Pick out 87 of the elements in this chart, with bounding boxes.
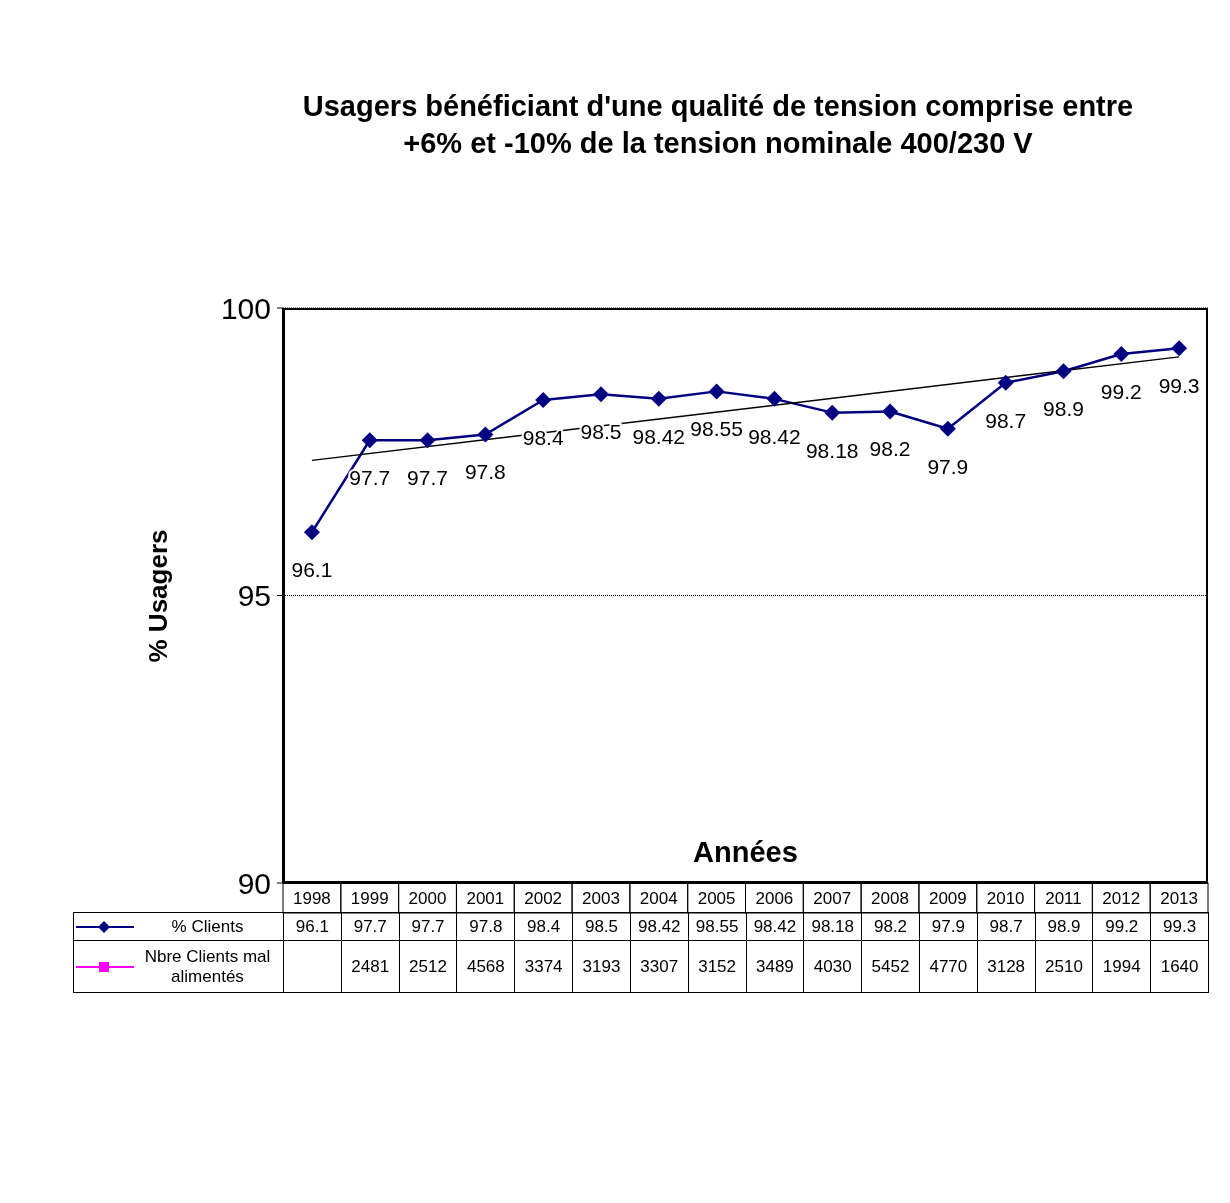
text: 99.2 <box>1100 379 1142 403</box>
text: 4568 <box>466 956 505 976</box>
point <box>303 524 320 541</box>
data-label: 97.7 <box>341 912 400 941</box>
text: 2512 <box>409 956 447 976</box>
data-label: 99.2 <box>1092 912 1151 941</box>
text: 98.18 <box>805 438 859 462</box>
data-label: 98.9 <box>1035 912 1093 941</box>
text: 99.3 <box>1158 374 1200 398</box>
point <box>997 374 1014 391</box>
data-label: 98.7 <box>977 912 1036 941</box>
text: 98.9 <box>1043 397 1084 421</box>
text: 97.7 <box>349 466 391 490</box>
x-tick-label: 2010 <box>986 889 1025 908</box>
text: 3374 <box>524 956 563 976</box>
x-tick-label: 2009 <box>928 889 967 908</box>
data-label: 98.18 <box>803 912 862 941</box>
text: 98.5 <box>580 420 622 444</box>
text: 3307 <box>640 956 679 976</box>
point <box>535 392 552 408</box>
point <box>1171 340 1188 357</box>
y-axis-title: % Usagers <box>142 529 174 662</box>
data-label: 98.5 <box>572 912 631 941</box>
x-tick-label: 2003 <box>582 889 620 908</box>
x-tick-label: 2008 <box>871 889 909 908</box>
text: 97.7 <box>407 466 448 490</box>
x-tick-label: 2012 <box>1102 889 1141 908</box>
text: 98.42 <box>632 424 686 448</box>
text: 4030 <box>813 956 852 976</box>
text: 2510 <box>1045 956 1083 976</box>
data-label: 98.42 <box>746 912 804 941</box>
x-tick-label: 2005 <box>697 889 736 908</box>
text: 96.1 <box>291 558 333 582</box>
x-tick-label: 2006 <box>755 889 794 908</box>
point <box>882 403 899 420</box>
point <box>939 420 956 437</box>
y-tick-label: 100 <box>220 291 271 325</box>
text: 4770 <box>929 956 968 976</box>
x-tick-label: 2004 <box>639 889 678 908</box>
point <box>824 404 841 421</box>
x-tick-label: 2000 <box>408 889 447 908</box>
point <box>592 386 609 403</box>
data-label: 96.1 <box>283 912 342 941</box>
text: 97.8 <box>464 460 506 484</box>
data-label: 98.2 <box>861 912 920 941</box>
point <box>708 383 725 400</box>
data-label: 97.9 <box>919 912 978 941</box>
text: 97.9 <box>927 454 969 478</box>
text: 98.42 <box>748 424 801 448</box>
point <box>1113 346 1130 362</box>
x-tick-label: 2011 <box>1045 889 1082 908</box>
data-label: 97.7 <box>399 912 457 941</box>
text: 1994 <box>1102 956 1141 976</box>
text: 3489 <box>755 956 794 976</box>
data-label: 98.55 <box>688 912 746 941</box>
x-axis-title: Années <box>692 836 799 869</box>
text: 2481 <box>351 956 390 976</box>
text: 98.7 <box>985 408 1027 432</box>
text: 3152 <box>698 956 736 976</box>
x-tick-label: 1998 <box>292 889 331 908</box>
text: 3193 <box>582 956 621 976</box>
legend-label: % Clients <box>170 916 245 937</box>
point <box>1055 363 1072 380</box>
text: 98.4 <box>522 425 564 449</box>
text: 98.55 <box>690 417 743 441</box>
data-label: 97.8 <box>456 912 515 941</box>
point <box>766 390 783 407</box>
y-tick-label: 95 <box>237 579 271 613</box>
point <box>477 426 494 443</box>
data-label: 99.3 <box>1150 912 1209 941</box>
data-label: 98.4 <box>514 912 573 941</box>
text: 98.2 <box>869 437 911 461</box>
x-tick-label: 1999 <box>350 889 389 908</box>
x-tick-label: 2013 <box>1160 889 1199 908</box>
text: 5452 <box>871 956 910 976</box>
text: 1640 <box>1160 956 1199 976</box>
x-tick-label: 2002 <box>524 889 563 908</box>
point <box>419 432 436 449</box>
legend-label: Nbre Clients mal alimentés <box>143 946 272 987</box>
chart-title: Usagers bénéficiant d'une qualité de tension comprise entre +6% et -10% de la tension nominale 400/230 V <box>301 89 1135 161</box>
data-label: 98.42 <box>630 912 689 941</box>
point <box>361 432 378 449</box>
y-tick-label: 90 <box>237 866 271 900</box>
x-tick-label: 2007 <box>813 889 852 908</box>
point <box>650 390 667 407</box>
text: 3128 <box>987 956 1026 976</box>
x-tick-label: 2001 <box>466 889 505 908</box>
